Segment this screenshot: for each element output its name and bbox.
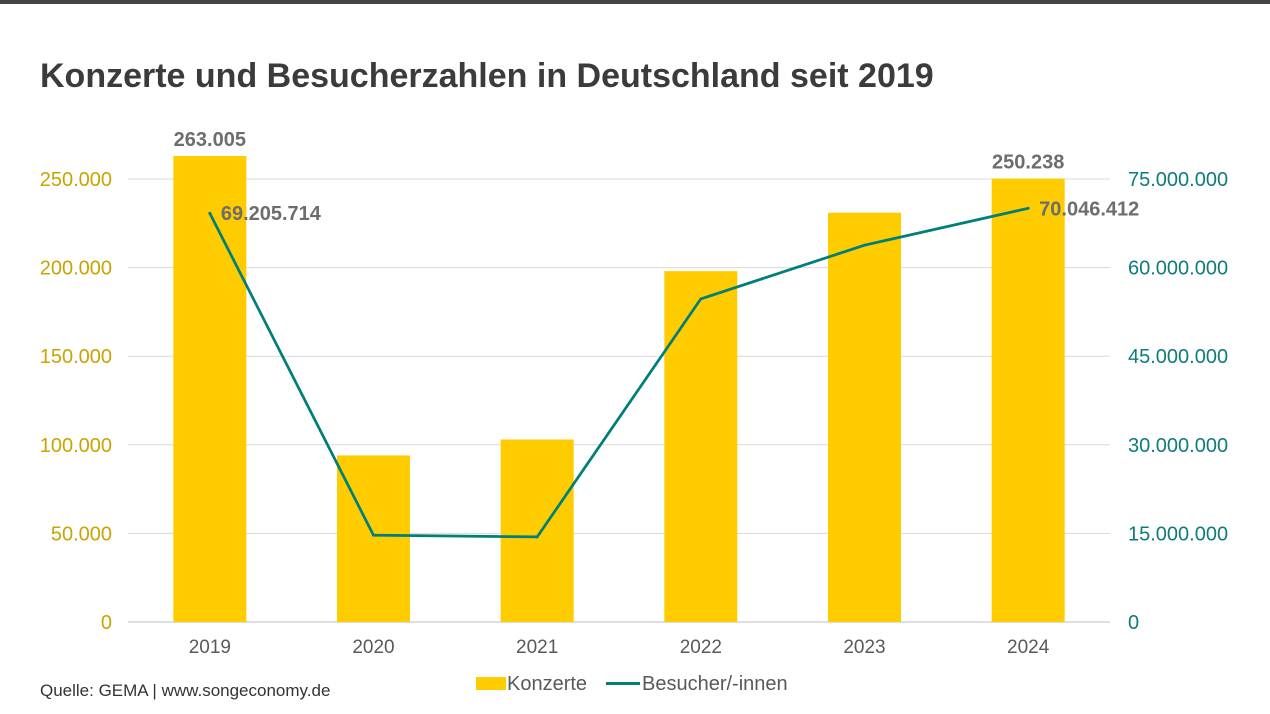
- right-axis-tick-label: 30.000.000: [1128, 435, 1228, 457]
- left-axis-tick-label: 0: [101, 612, 112, 634]
- legend: Konzerte Besucher/-innen: [476, 673, 788, 695]
- bar-2023: [828, 212, 901, 622]
- x-axis-tick-label-2019: 2019: [189, 637, 231, 658]
- right-axis-tick-label: 15.000.000: [1128, 523, 1228, 545]
- left-axis-tick-label: 250.000: [40, 169, 112, 191]
- series-line-besucher-innen: [208, 206, 1030, 539]
- bar-series-konzerte: [173, 155, 1065, 623]
- line-point-2020: [372, 533, 375, 537]
- bar-value-label-2024: 250.238: [992, 152, 1064, 174]
- left-axis-tick-label: 50.000: [51, 523, 112, 545]
- right-axis-tick-label: 75.000.000: [1128, 169, 1228, 191]
- bar-2019: [173, 155, 247, 622]
- line-point-2021: [535, 535, 539, 539]
- legend-label-konzerte: Konzerte: [507, 673, 587, 695]
- axis-tick-labels: 0 50.000 100.000 150.000 200.000 250.000 0 15.0…: [40, 169, 1228, 658]
- x-axis-tick-label-2020: 2020: [352, 637, 394, 658]
- right-axis-tick-label: 60.000.000: [1128, 258, 1228, 280]
- gridlines: [128, 178, 1110, 623]
- x-axis-tick-label-2022: 2022: [680, 637, 722, 658]
- line-point-2019: [208, 211, 212, 215]
- bar-value-label-2019: 263.005: [174, 129, 246, 151]
- bar-2022: [664, 271, 738, 622]
- line-series-besucher-innen: [208, 206, 1030, 539]
- right-axis-tick-label: 0: [1128, 612, 1139, 634]
- bar-2020: [337, 455, 410, 622]
- legend-swatch-konzerte: [476, 677, 506, 690]
- left-axis-tick-label: 150.000: [40, 346, 112, 368]
- x-axis-tick-label-2023: 2023: [843, 637, 885, 658]
- data-labels: 263.005 250.238 69.205.714 70.046.412: [174, 129, 1140, 225]
- line-value-label-2019: 69.205.714: [221, 203, 322, 225]
- line-point-2022: [699, 297, 703, 301]
- legend-label-besucher-innen: Besucher/-innen: [642, 673, 788, 695]
- x-axis-tick-label-2024: 2024: [1007, 637, 1050, 658]
- chart-title: Konzerte und Besucherzahlen in Deutschla…: [40, 57, 934, 95]
- line-point-2023: [863, 243, 866, 247]
- left-axis-tick-label: 200.000: [40, 258, 112, 280]
- line-value-label-2024: 70.046.412: [1039, 198, 1139, 220]
- x-axis-tick-label-2021: 2021: [516, 637, 558, 658]
- left-axis-tick-label: 100.000: [40, 435, 112, 457]
- source-note: Quelle: GEMA | www.songeconomy.de: [40, 681, 330, 700]
- right-axis-tick-label: 45.000.000: [1128, 346, 1228, 368]
- top-rule: [0, 0, 1270, 4]
- bar-2024: [991, 178, 1065, 623]
- bar-2021: [500, 439, 574, 622]
- line-point-2024: [1026, 206, 1030, 210]
